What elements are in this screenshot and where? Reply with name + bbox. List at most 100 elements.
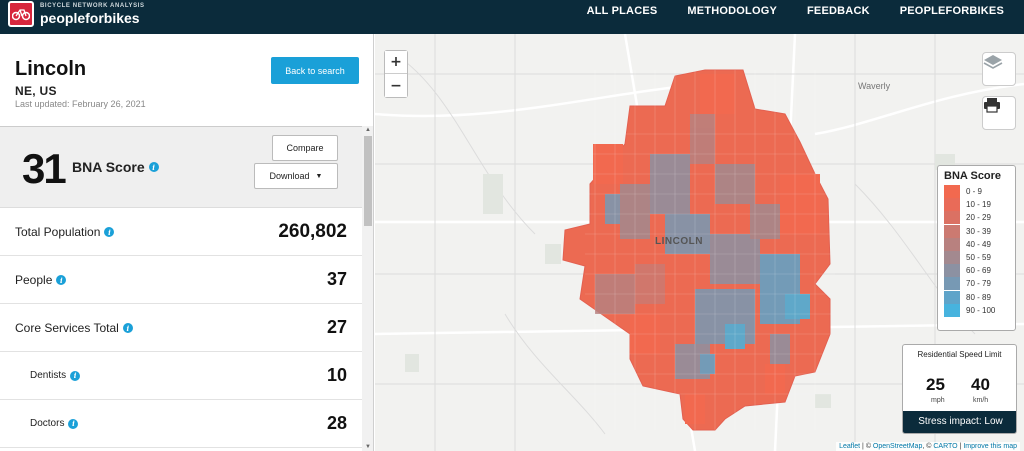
metric-row-dentists: Dentists i 10 — [0, 352, 362, 400]
legend-label: 90 - 100 — [966, 305, 996, 315]
print-button[interactable] — [982, 96, 1016, 130]
legend-item: 60 - 69 — [944, 264, 1009, 278]
layers-icon — [983, 55, 1003, 69]
legend-label: 70 - 79 — [966, 279, 991, 289]
legend-item: 30 - 39 — [944, 224, 1009, 238]
metric-row-total-population: Total Population i 260,802 — [0, 208, 362, 256]
nav-feedback[interactable]: FEEDBACK — [807, 5, 870, 17]
map-canvas[interactable]: Waverly LINCOLN + − BNA Score 0 - 9 10 - … — [375, 34, 1024, 451]
peopleforbikes-logo[interactable]: BICYCLE NETWORK ANALYSIS peopleforbikes — [8, 0, 145, 28]
zoom-in-button[interactable]: + — [385, 51, 407, 74]
legend-swatch — [944, 264, 960, 278]
metrics-list: Total Population i 260,802 People i 37 Cor… — [0, 208, 362, 448]
attribution-separator: | © — [860, 443, 873, 450]
legend-item: 50 - 59 — [944, 251, 1009, 265]
printer-icon — [984, 98, 1000, 113]
nav-methodology[interactable]: METHODOLOGY — [687, 5, 778, 17]
top-navigation-bar: BICYCLE NETWORK ANALYSIS peopleforbikes … — [0, 0, 1024, 34]
metric-label: Dentists — [30, 370, 67, 381]
city-sidebar: Lincoln NE, US Last updated: February 26… — [0, 34, 374, 451]
carto-link[interactable]: CARTO — [933, 443, 958, 450]
layers-button[interactable] — [982, 52, 1016, 86]
legend-label: 30 - 39 — [966, 226, 991, 236]
speed-kmh-value: 40 — [971, 375, 990, 394]
info-icon[interactable]: i — [70, 370, 81, 381]
attribution-separator: | — [957, 443, 964, 450]
legend-label: 50 - 59 — [966, 253, 991, 263]
info-icon[interactable]: i — [56, 275, 67, 285]
scroll-down-arrow-icon[interactable]: ▼ — [365, 444, 371, 450]
city-header: Lincoln NE, US Last updated: February 26… — [0, 34, 373, 126]
back-to-search-button[interactable]: Back to search — [271, 57, 359, 84]
legend-swatch — [944, 224, 960, 238]
legend-swatch — [944, 211, 960, 225]
metric-row-people: People i 37 — [0, 256, 362, 304]
metric-value: 37 — [326, 269, 347, 289]
bna-score-panel: 31 BNA Score i Compare Download ▼ — [0, 126, 362, 208]
logo-subtitle: BICYCLE NETWORK ANALYSIS — [40, 3, 145, 9]
legend-label: 60 - 69 — [966, 266, 991, 276]
legend-item: 80 - 89 — [944, 290, 1009, 304]
bike-logo-icon — [8, 1, 34, 27]
legend-swatch — [944, 251, 960, 265]
sidebar-scrollbar[interactable]: ▲ ▼ — [362, 126, 373, 451]
town-label-waverly: Waverly — [858, 81, 891, 91]
info-icon[interactable]: i — [148, 162, 159, 172]
speed-mph-unit: mph — [931, 397, 945, 404]
metric-label: Total Population — [15, 225, 101, 239]
bna-score-label: BNA Score i — [72, 159, 159, 175]
metric-value: 260,802 — [278, 221, 347, 242]
map-attribution: Leaflet | © OpenStreetMap, © CARTO | Imp… — [836, 442, 1020, 451]
legend-label: 10 - 19 — [966, 200, 991, 210]
attribution-separator: , © — [922, 443, 934, 450]
legend-label: 80 - 89 — [966, 292, 991, 302]
legend-label: 40 - 49 — [966, 239, 991, 249]
legend-item: 90 - 100 — [944, 303, 1009, 317]
legend-item: 20 - 29 — [944, 211, 1009, 225]
city-region: NE, US — [15, 84, 57, 98]
nav-peopleforbikes[interactable]: PEOPLEFORBIKES — [899, 5, 1004, 17]
info-icon[interactable]: i — [122, 323, 133, 333]
speed-mph-value: 25 — [926, 375, 945, 394]
city-map-label: LINCOLN — [655, 236, 703, 247]
metric-label: Core Services Total — [15, 321, 119, 335]
download-button[interactable]: Download ▼ — [254, 163, 338, 189]
legend-swatch — [944, 290, 960, 304]
info-icon[interactable]: i — [104, 227, 115, 237]
metric-label: Doctors — [30, 418, 65, 429]
bna-score-value: 31 — [22, 145, 67, 192]
main-nav: ALL PLACES METHODOLOGY FEEDBACK PEOPLEFO… — [587, 0, 1004, 22]
leaflet-link[interactable]: Leaflet — [839, 443, 861, 450]
legend-swatch — [944, 277, 960, 291]
scroll-up-arrow-icon[interactable]: ▲ — [365, 127, 371, 133]
caret-down-icon: ▼ — [315, 172, 323, 180]
bna-score-label-text: BNA Score — [72, 159, 145, 175]
legend-swatch — [944, 185, 960, 199]
legend-item: 10 - 19 — [944, 198, 1009, 212]
stress-impact-bar: Stress impact: Low — [903, 411, 1016, 433]
metric-value: 27 — [326, 317, 347, 337]
legend-label: 20 - 29 — [966, 213, 991, 223]
legend-item: 70 - 79 — [944, 277, 1009, 291]
metric-row-doctors: Doctors i 28 — [0, 400, 362, 448]
legend-label: 0 - 9 — [966, 187, 983, 197]
legend-title: BNA Score — [944, 170, 1002, 182]
speed-limit-panel: Residential Speed Limit 25 40 mph km/h S… — [902, 344, 1017, 434]
legend-swatch — [944, 303, 960, 317]
scroll-thumb[interactable] — [364, 136, 372, 226]
speed-limit-title: Residential Speed Limit — [917, 350, 1002, 359]
legend-swatch — [944, 237, 960, 251]
metric-row-core-services: Core Services Total i 27 — [0, 304, 362, 352]
legend-swatch — [944, 198, 960, 212]
nav-all-places[interactable]: ALL PLACES — [586, 5, 658, 17]
improve-map-link[interactable]: Improve this map — [963, 443, 1017, 450]
compare-button[interactable]: Compare — [272, 135, 338, 161]
legend-item: 0 - 9 — [944, 185, 1009, 199]
zoom-out-button[interactable]: − — [385, 74, 407, 97]
metric-value: 28 — [326, 413, 347, 433]
info-icon[interactable]: i — [68, 418, 79, 429]
legend-item: 40 - 49 — [944, 237, 1009, 251]
download-label: Download — [269, 171, 310, 181]
osm-link[interactable]: OpenStreetMap — [872, 443, 923, 450]
last-updated: Last updated: February 26, 2021 — [15, 99, 146, 109]
